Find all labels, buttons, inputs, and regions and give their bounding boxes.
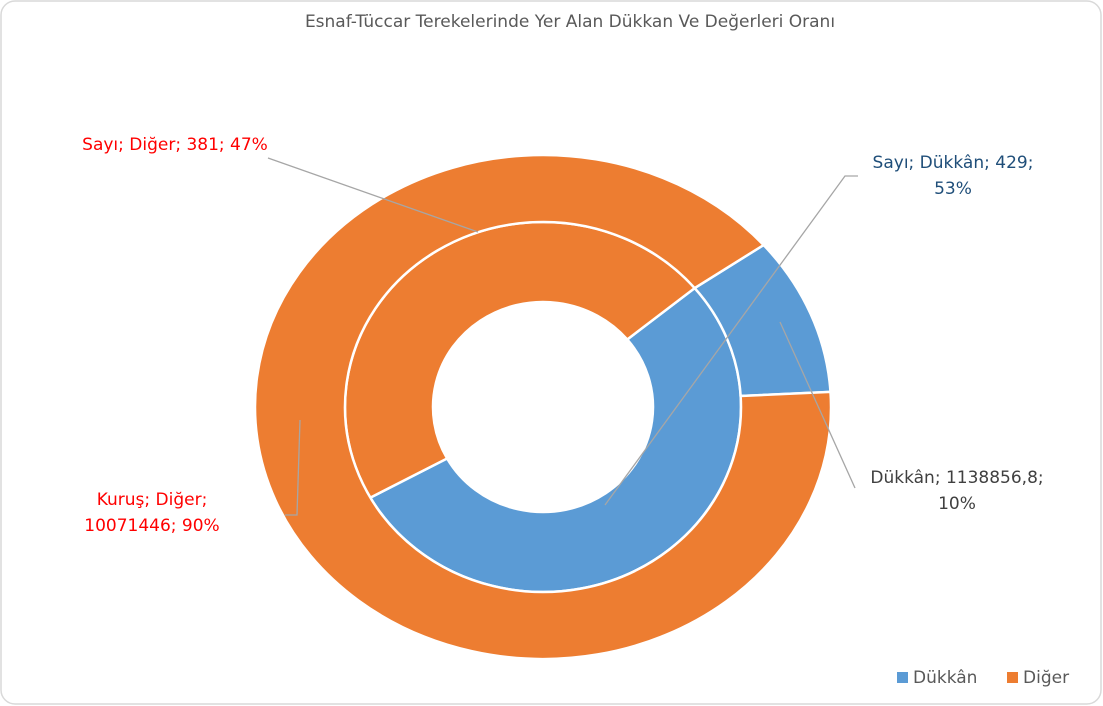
legend: Dükkân Diğer bbox=[897, 668, 1069, 688]
legend-label: Dükkân bbox=[913, 668, 977, 688]
data-label: Dükkân; 1138856,8; 10% bbox=[870, 468, 1044, 514]
leader-line bbox=[285, 419, 301, 516]
data-label: Sayı; Dükkân; 429; 53% bbox=[872, 153, 1034, 199]
leader-line bbox=[267, 157, 479, 233]
legend-label: Diğer bbox=[1023, 668, 1069, 688]
data-label: Sayı; Diğer; 381; 47% bbox=[82, 135, 268, 155]
leader-line bbox=[779, 321, 856, 489]
leader-line bbox=[604, 175, 858, 506]
legend-swatch bbox=[897, 672, 908, 683]
doughnut-slice bbox=[253, 153, 833, 661]
legend-swatch bbox=[1007, 672, 1018, 683]
chart-title: Esnaf-Tüccar Terekelerinde Yer Alan Dükk… bbox=[305, 12, 835, 32]
leader-lines bbox=[267, 157, 858, 516]
data-label: Kuruş; Diğer; 10071446; 90% bbox=[84, 490, 220, 536]
